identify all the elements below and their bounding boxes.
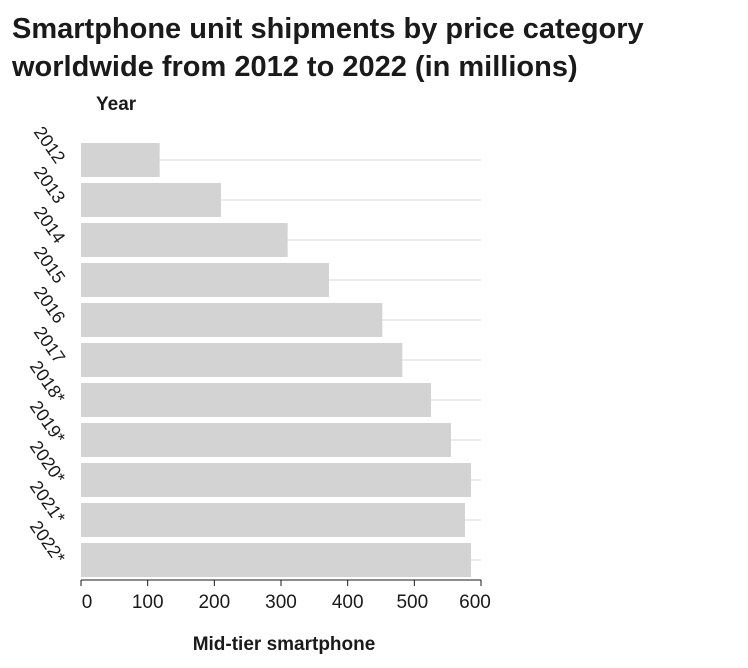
y-tick-label: 2014 [30, 203, 69, 247]
bar-2018-est [81, 383, 431, 417]
x-tick-label: 300 [265, 592, 297, 613]
bar-2014 [81, 223, 288, 257]
bar-2015 [81, 263, 329, 297]
chart-title: Smartphone unit shipments by price categ… [12, 13, 644, 83]
bar-2013 [81, 183, 221, 217]
y-tick-label: 2020* [26, 437, 69, 487]
x-axis-label: Mid-tier smartphone [192, 634, 376, 655]
y-axis-label: Year [96, 94, 137, 115]
y-tick-label: 2016 [30, 283, 69, 327]
y-tick-label: 2021* [26, 477, 69, 527]
x-axis: 0 100 200 300 400 500 600 [80, 579, 491, 613]
x-tick-label: 500 [396, 592, 428, 613]
bar-2021-est [81, 503, 465, 537]
y-tick-labels: 2012201320142015201620172018*2019*2020*2… [26, 123, 69, 567]
bar-2019-est [81, 423, 451, 457]
bars [81, 143, 471, 577]
y-tick-label: 2012 [30, 123, 69, 167]
x-tick-label: 100 [132, 592, 164, 613]
bar-2022-est [81, 543, 471, 577]
y-tick-label: 2022* [26, 517, 69, 567]
x-tick-label: 600 [459, 592, 491, 613]
y-tick-label: 2015 [30, 243, 69, 287]
bar-2016 [81, 303, 383, 337]
x-tick-label: 400 [332, 592, 364, 613]
x-tick-label: 200 [198, 592, 230, 613]
bar-2012 [81, 143, 160, 177]
x-tick-label: 0 [82, 592, 93, 613]
y-tick-label: 2019* [26, 397, 69, 447]
bar-2020-est [81, 463, 471, 497]
y-tick-label: 2013 [30, 163, 69, 207]
bar-2017 [81, 343, 403, 377]
y-tick-label: 2018* [26, 357, 69, 407]
